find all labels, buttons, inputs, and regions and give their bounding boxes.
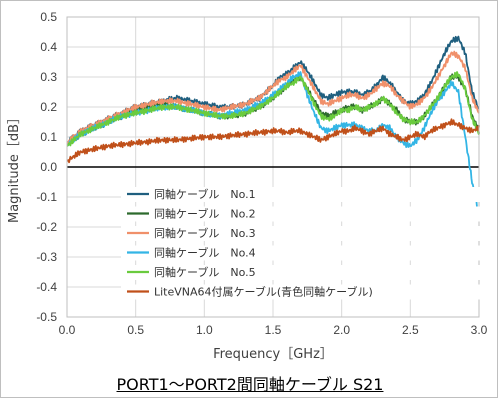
legend-entry: 同軸ケーブル No.4 bbox=[154, 246, 256, 260]
x-axis-title: Frequency［GHz］ bbox=[213, 347, 333, 362]
legend-background bbox=[121, 187, 481, 202]
chart-title: PORT1～PORT2間同軸ケーブル S21 bbox=[116, 375, 384, 394]
x-tick-label: 0.0 bbox=[59, 323, 76, 337]
y-tick-label: 0.3 bbox=[40, 70, 57, 84]
x-tick-label: 3.0 bbox=[471, 323, 488, 337]
series-line bbox=[66, 118, 480, 164]
legend-background bbox=[121, 245, 481, 261]
y-tick-label: 0.4 bbox=[40, 40, 57, 54]
legend-background bbox=[121, 206, 481, 222]
y-tick-label: 0.5 bbox=[40, 10, 57, 24]
x-tick-label: 0.5 bbox=[127, 323, 144, 337]
y-tick-label: 0.2 bbox=[40, 100, 57, 114]
y-tick-label: -0.4 bbox=[36, 280, 57, 294]
series-line bbox=[66, 50, 480, 144]
y-tick-label: 0.1 bbox=[40, 130, 57, 144]
legend-background bbox=[121, 226, 481, 241]
plot-area-border bbox=[66, 16, 480, 318]
legend-entry: 同軸ケーブル No.2 bbox=[154, 207, 256, 221]
y-tick-label: -0.2 bbox=[36, 220, 57, 234]
legend-entry: 同軸ケーブル No.1 bbox=[154, 187, 256, 201]
legend-entry: LiteVNA64付属ケーブル(青色同軸ケーブル) bbox=[154, 285, 373, 299]
series-line bbox=[66, 71, 480, 147]
legend-entry: 同軸ケーブル No.3 bbox=[154, 226, 256, 240]
x-tick-label: 2.5 bbox=[402, 323, 419, 337]
y-tick-label: 0.0 bbox=[40, 160, 57, 174]
legend-background bbox=[121, 265, 481, 280]
y-tick-label: -0.1 bbox=[36, 190, 57, 204]
y-axis-title: Magnitude［dB］ bbox=[7, 111, 22, 223]
x-tick-label: 2.0 bbox=[333, 323, 350, 337]
y-tick-label: -0.5 bbox=[36, 310, 57, 324]
y-tick-label: -0.3 bbox=[36, 250, 57, 264]
legend-background bbox=[121, 284, 481, 300]
x-tick-label: 1.0 bbox=[196, 323, 213, 337]
legend-entry: 同軸ケーブル No.5 bbox=[154, 265, 256, 279]
x-tick-label: 1.5 bbox=[265, 323, 282, 337]
